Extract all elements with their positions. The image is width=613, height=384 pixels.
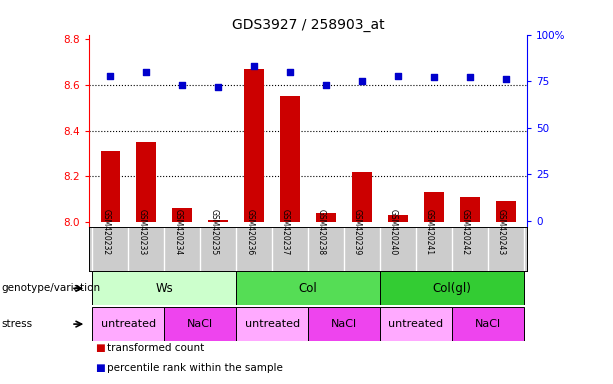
Point: [285, 69, 295, 75]
Bar: [496, 202, 516, 222]
Bar: [93, 307, 164, 341]
Text: GSM420242: GSM420242: [461, 209, 470, 255]
Text: NaCl: NaCl: [331, 319, 357, 329]
Text: GSM420238: GSM420238: [317, 209, 326, 255]
Text: GSM420235: GSM420235: [209, 209, 218, 255]
Text: transformed count: transformed count: [107, 343, 205, 353]
Bar: [308, 307, 380, 341]
Bar: [236, 307, 308, 341]
Point: [501, 76, 511, 82]
Text: stress: stress: [2, 319, 33, 329]
Text: untreated: untreated: [101, 319, 156, 329]
Text: percentile rank within the sample: percentile rank within the sample: [107, 363, 283, 373]
Point: [321, 82, 331, 88]
Bar: [236, 271, 380, 305]
Bar: [244, 69, 264, 222]
Text: GSM420232: GSM420232: [101, 209, 110, 255]
Text: Col: Col: [299, 282, 318, 295]
Text: Ws: Ws: [156, 282, 173, 295]
Bar: [316, 213, 336, 222]
Text: untreated: untreated: [245, 319, 300, 329]
Point: [429, 74, 439, 81]
Text: genotype/variation: genotype/variation: [2, 283, 101, 293]
Bar: [380, 271, 524, 305]
Text: NaCl: NaCl: [474, 319, 501, 329]
Bar: [388, 215, 408, 222]
Bar: [280, 96, 300, 222]
Bar: [424, 192, 444, 222]
Point: [105, 73, 115, 79]
Bar: [208, 220, 228, 222]
Bar: [172, 208, 192, 222]
Text: GSM420233: GSM420233: [137, 209, 147, 255]
Text: GSM420237: GSM420237: [281, 209, 290, 255]
Text: GSM420240: GSM420240: [389, 209, 398, 255]
Point: [213, 84, 223, 90]
Point: [465, 74, 474, 81]
Text: ■: ■: [95, 363, 105, 373]
Point: [357, 78, 367, 84]
Bar: [460, 197, 479, 222]
Text: Col(gl): Col(gl): [432, 282, 471, 295]
Bar: [380, 307, 452, 341]
Bar: [137, 142, 156, 222]
Bar: [93, 271, 236, 305]
Text: GSM420239: GSM420239: [353, 209, 362, 255]
Title: GDS3927 / 258903_at: GDS3927 / 258903_at: [232, 18, 384, 32]
Text: untreated: untreated: [388, 319, 443, 329]
Text: GSM420241: GSM420241: [425, 209, 434, 255]
Text: GSM420243: GSM420243: [497, 209, 506, 255]
Text: GSM420234: GSM420234: [173, 209, 182, 255]
Text: NaCl: NaCl: [187, 319, 213, 329]
Bar: [101, 151, 120, 222]
Point: [249, 63, 259, 69]
Bar: [164, 307, 236, 341]
Text: ■: ■: [95, 343, 105, 353]
Bar: [352, 172, 372, 222]
Bar: [452, 307, 524, 341]
Text: GSM420236: GSM420236: [245, 209, 254, 255]
Point: [177, 82, 187, 88]
Point: [393, 73, 403, 79]
Point: [142, 69, 151, 75]
